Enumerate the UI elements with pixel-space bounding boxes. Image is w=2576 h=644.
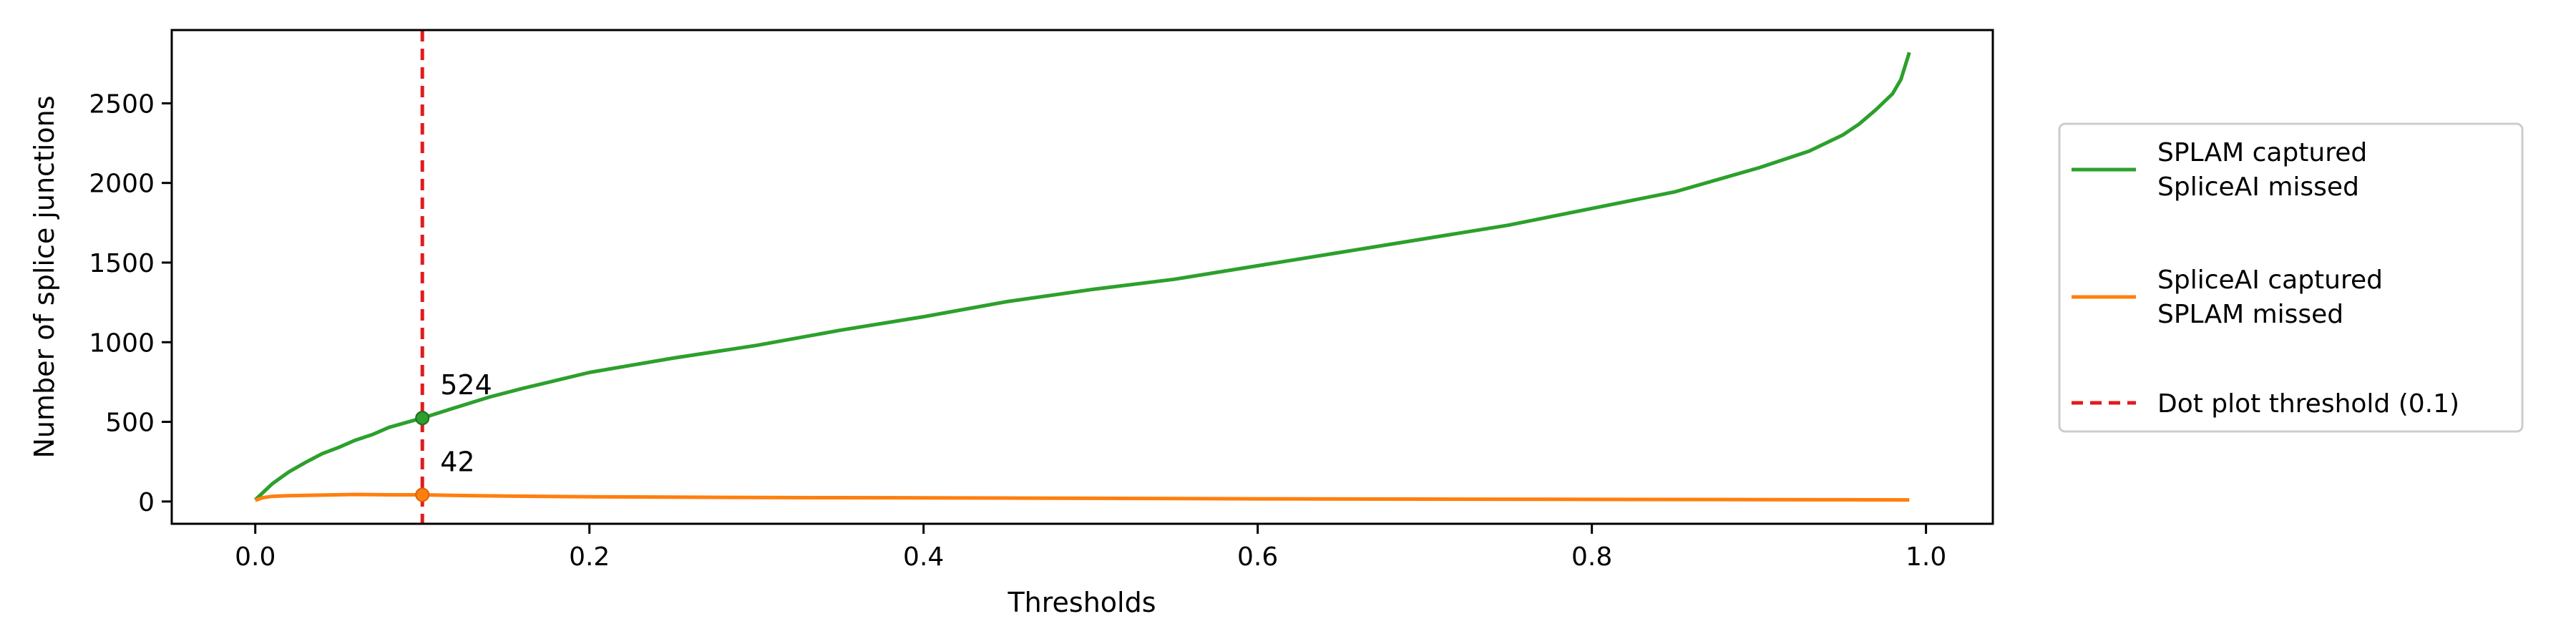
x-tick-label: 0.4 (903, 542, 944, 572)
annotation-marker (415, 411, 430, 426)
annotations: 524 42 (415, 369, 492, 502)
series-line-1 (254, 492, 1910, 502)
x-tick-label: 0.6 (1237, 542, 1278, 572)
x-axis-label: Thresholds (1007, 587, 1156, 618)
annotation-marker (415, 487, 430, 502)
y-tick-label: 1500 (89, 249, 155, 278)
y-tick-label: 2000 (89, 170, 155, 199)
series-line-0 (253, 52, 1911, 502)
legend-frame (2058, 122, 2524, 433)
x-tick-label: 0.0 (235, 542, 275, 572)
series-layer (253, 30, 1911, 524)
annotation-label: 524 (440, 369, 492, 401)
y-tick-label: 2500 (89, 89, 155, 119)
y-tick-label: 500 (105, 409, 155, 438)
legend-label-spliceai-captured: SpliceAI captured SPLAM missed (2157, 265, 2383, 329)
x-tick-label: 0.2 (569, 542, 610, 572)
x-axis: 0.0 0.2 0.4 0.6 0.8 1.0 (235, 524, 1946, 572)
y-tick-label: 1000 (89, 328, 155, 358)
legend-label-splam-captured: SPLAM captured SpliceAI missed (2157, 138, 2367, 202)
annotation-label: 42 (440, 446, 474, 477)
legend: SPLAM captured SpliceAI missed SpliceAI c… (2058, 122, 2524, 433)
x-tick-label: 1.0 (1906, 542, 1946, 572)
y-tick-label: 0 (138, 488, 155, 517)
y-axis-label: Number of splice junctions (29, 95, 60, 458)
plot-frame (170, 29, 1994, 525)
y-axis: 0 500 1000 1500 2000 2500 (89, 89, 172, 517)
x-tick-label: 0.8 (1571, 542, 1612, 572)
legend-label-threshold: Dot plot threshold (0.1) (2157, 389, 2459, 419)
